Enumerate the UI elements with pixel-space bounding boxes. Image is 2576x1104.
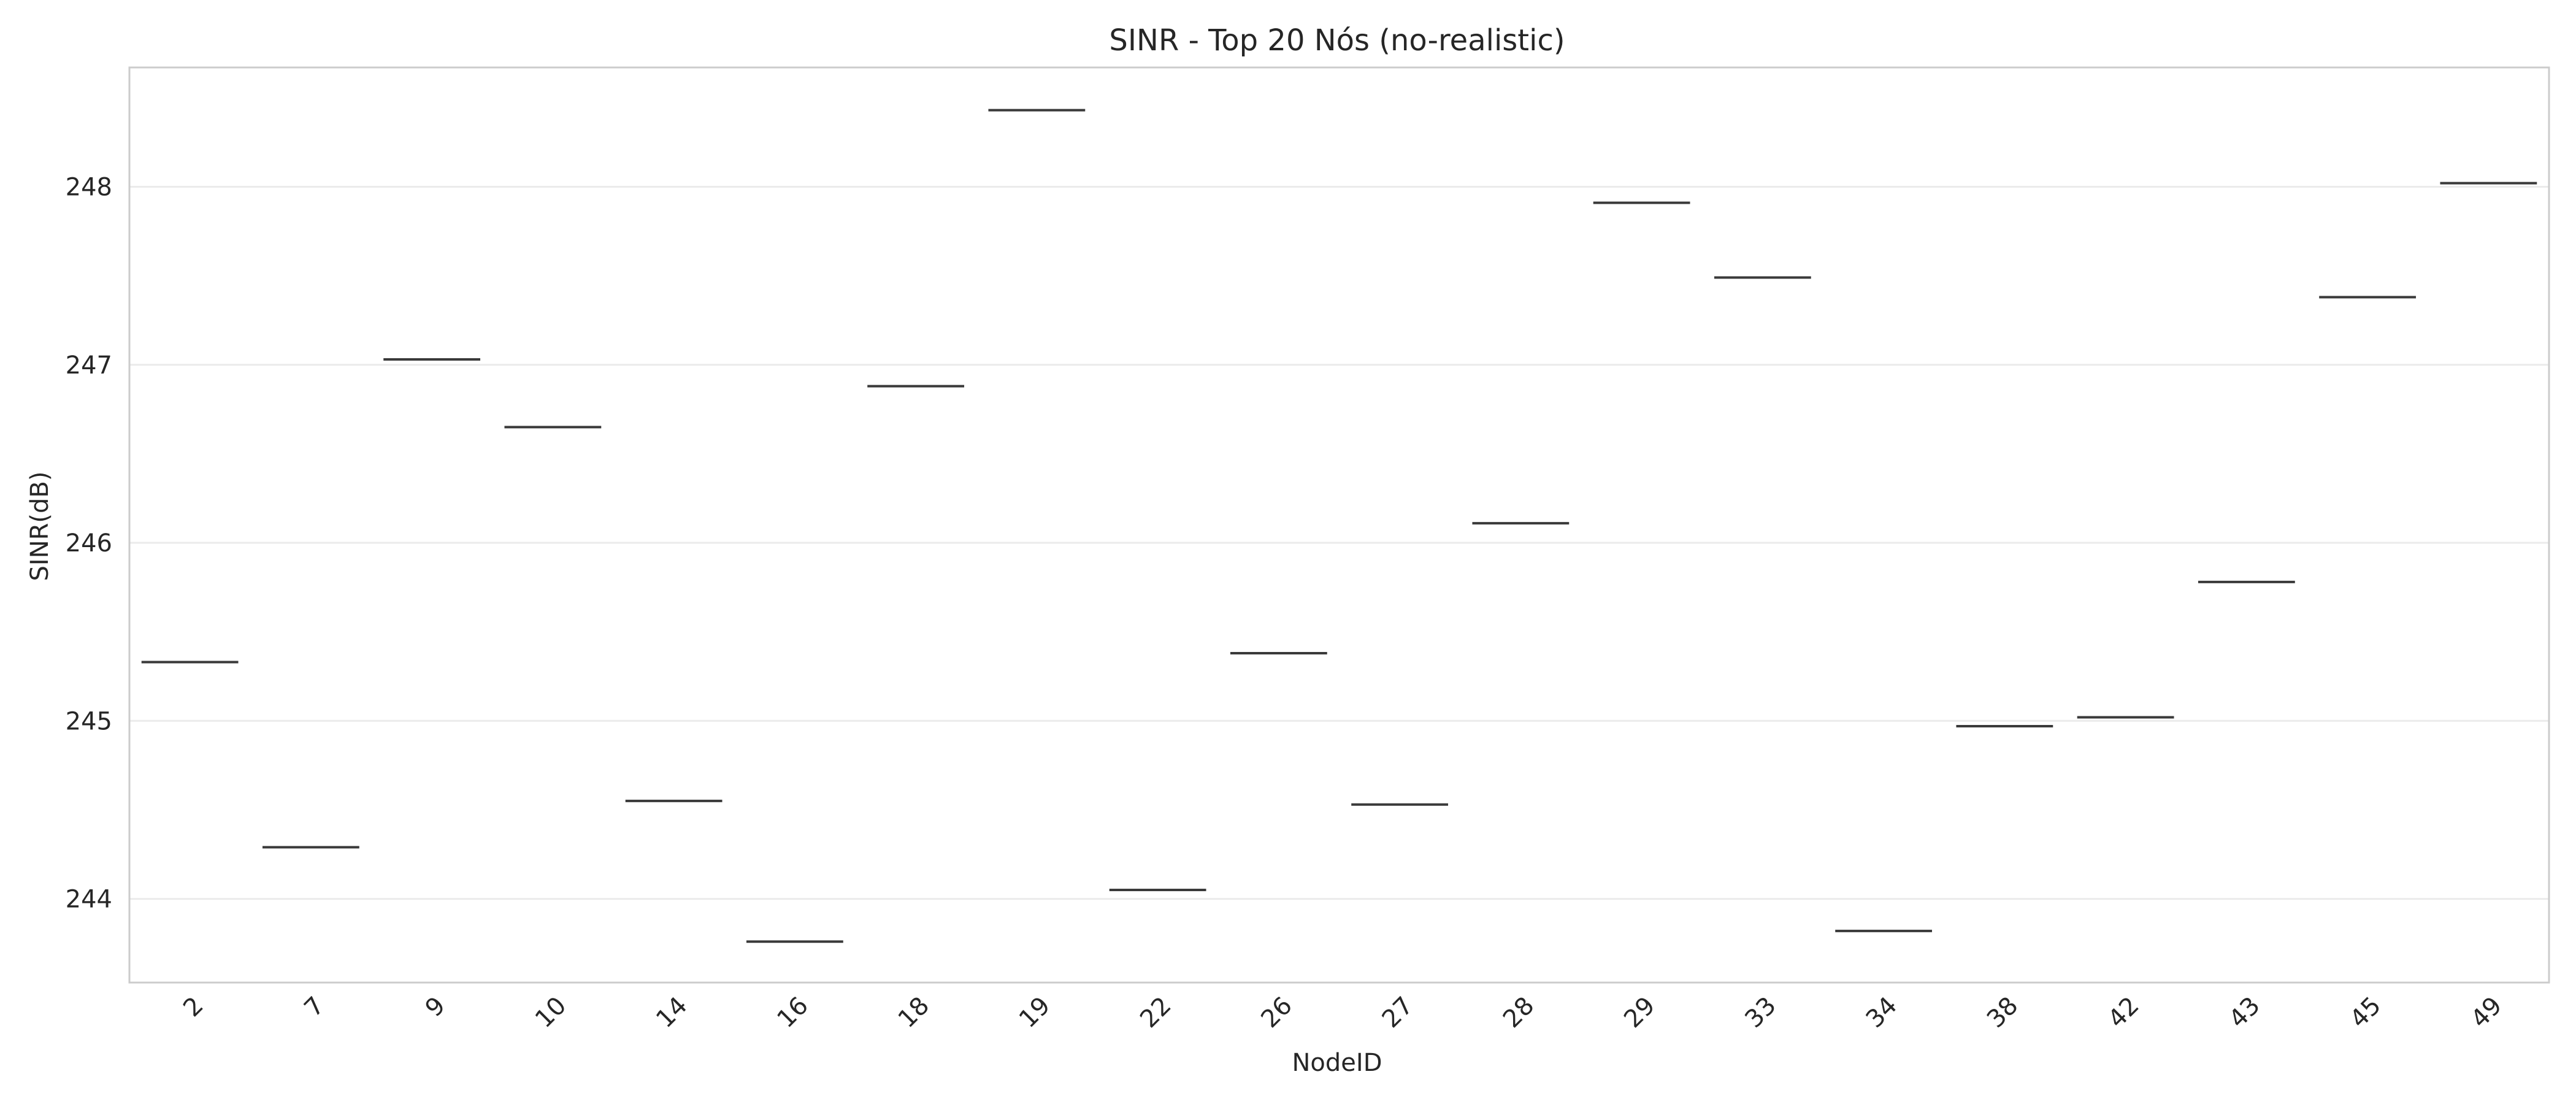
x-tick-label-2: 2 — [178, 992, 209, 1023]
x-tick-label-45: 45 — [2345, 992, 2387, 1034]
x-tick-label-14: 14 — [651, 992, 693, 1034]
x-tick-label-49: 49 — [2466, 992, 2508, 1034]
x-tick-label-18: 18 — [893, 992, 935, 1034]
y-axis-label: SINR(dB) — [26, 472, 54, 581]
x-tick-label-10: 10 — [530, 992, 572, 1034]
x-tick-label-28: 28 — [1498, 992, 1540, 1034]
plot-frame — [128, 66, 2550, 984]
x-tick-label-7: 7 — [299, 992, 330, 1023]
x-tick-label-42: 42 — [2103, 992, 2145, 1034]
x-tick-label-22: 22 — [1135, 992, 1177, 1034]
y-tick-label-245: 245 — [66, 707, 112, 735]
x-tick-label-33: 33 — [1739, 992, 1782, 1034]
gridlines — [129, 185, 2549, 900]
y-tick-label-248: 248 — [66, 173, 112, 201]
data-marks — [141, 109, 2537, 943]
y-tick-labels: 244 245 246 247 248 — [66, 173, 112, 913]
x-tick-label-27: 27 — [1377, 992, 1419, 1034]
x-tick-label-34: 34 — [1861, 992, 1903, 1034]
x-tick-label-38: 38 — [1982, 992, 2024, 1034]
y-tick-label-244: 244 — [66, 886, 112, 914]
x-tick-label-29: 29 — [1619, 992, 1661, 1034]
x-tick-label-16: 16 — [772, 992, 814, 1034]
y-tick-label-247: 247 — [66, 351, 112, 380]
x-axis-label: NodeID — [1292, 1049, 1382, 1077]
x-tick-labels: 2 7 9 10 14 16 18 19 22 26 27 28 29 33 34 38 42 43 45 49 — [178, 992, 2507, 1034]
y-tick-label-246: 246 — [66, 529, 112, 558]
x-tick-label-19: 19 — [1014, 992, 1056, 1034]
chart-title: SINR - Top 20 Nós (no-realistic) — [1109, 23, 1565, 58]
x-tick-label-9: 9 — [420, 992, 451, 1023]
x-tick-label-43: 43 — [2223, 992, 2266, 1034]
x-tick-label-26: 26 — [1255, 992, 1298, 1034]
